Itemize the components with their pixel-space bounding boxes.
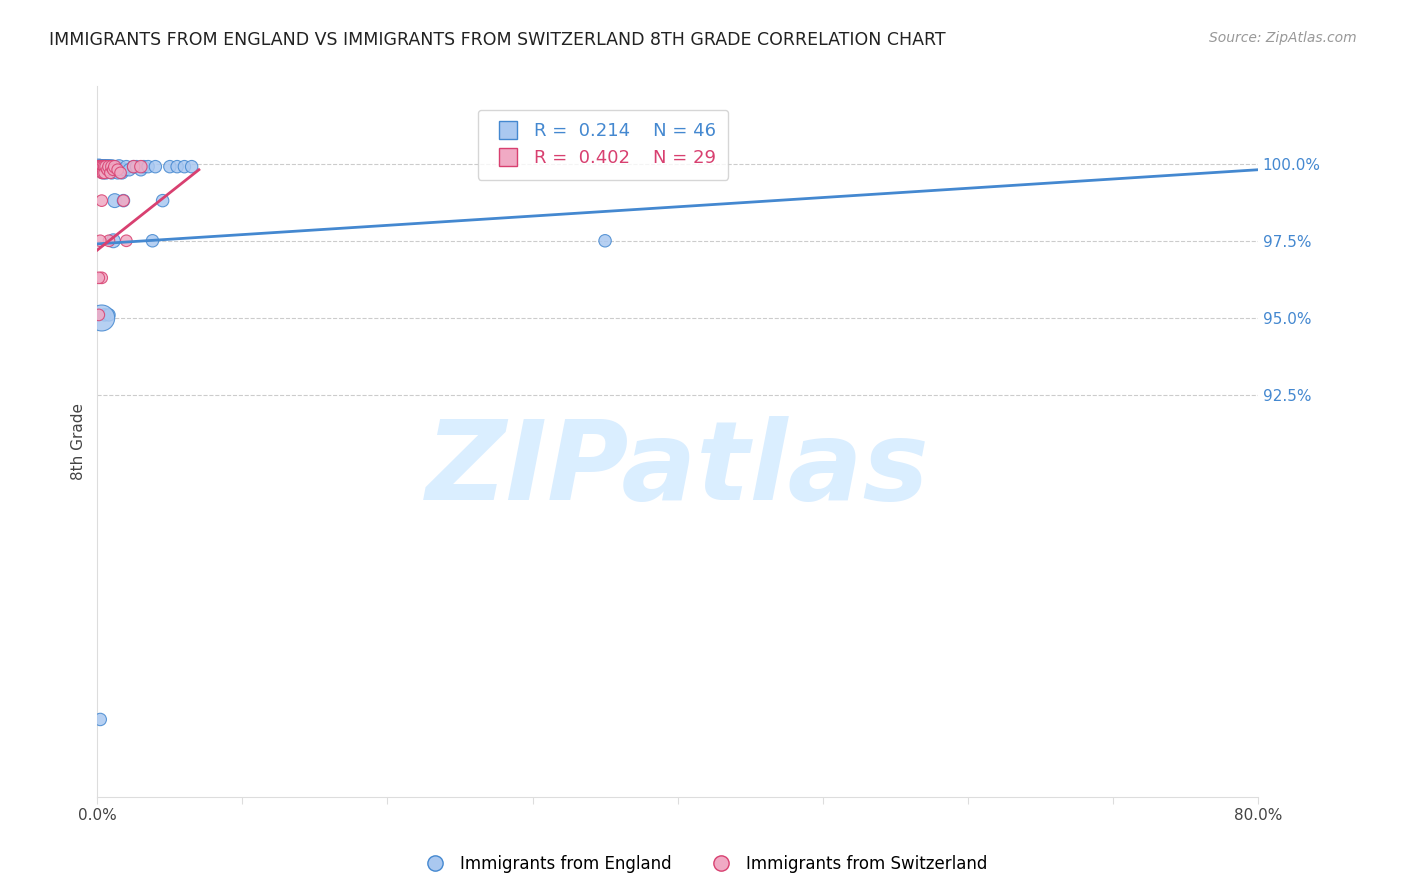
Point xyxy=(89,162,111,177)
Point xyxy=(96,160,118,174)
Point xyxy=(112,194,135,208)
Point xyxy=(107,162,129,177)
Y-axis label: 8th Grade: 8th Grade xyxy=(72,403,86,480)
Point xyxy=(93,166,115,180)
Point xyxy=(90,160,112,174)
Point xyxy=(87,308,110,322)
Point xyxy=(103,234,125,248)
Point xyxy=(111,166,134,180)
Point xyxy=(115,234,138,248)
Point xyxy=(93,160,115,174)
Point xyxy=(110,162,132,177)
Point xyxy=(89,713,111,727)
Point xyxy=(94,160,117,174)
Point xyxy=(173,160,195,174)
Point xyxy=(90,194,112,208)
Point xyxy=(101,160,124,174)
Point xyxy=(87,162,110,177)
Point xyxy=(145,160,167,174)
Point xyxy=(87,160,110,174)
Legend: Immigrants from England, Immigrants from Switzerland: Immigrants from England, Immigrants from… xyxy=(412,848,994,880)
Point xyxy=(166,160,188,174)
Point xyxy=(180,160,202,174)
Point xyxy=(89,162,111,177)
Point xyxy=(100,166,122,180)
Point xyxy=(593,234,616,248)
Point xyxy=(97,160,120,174)
Point xyxy=(110,166,132,180)
Point xyxy=(101,160,124,174)
Text: IMMIGRANTS FROM ENGLAND VS IMMIGRANTS FROM SWITZERLAND 8TH GRADE CORRELATION CHA: IMMIGRANTS FROM ENGLAND VS IMMIGRANTS FR… xyxy=(49,31,946,49)
Point xyxy=(122,160,145,174)
Point xyxy=(114,162,136,177)
Point xyxy=(91,166,114,180)
Point xyxy=(89,234,111,248)
Point xyxy=(87,270,110,285)
Point xyxy=(96,162,118,177)
Point xyxy=(97,234,120,248)
Point xyxy=(90,162,112,177)
Point xyxy=(122,160,145,174)
Point xyxy=(87,162,110,177)
Point xyxy=(118,162,141,177)
Point xyxy=(104,194,127,208)
Point xyxy=(90,160,112,174)
Text: Source: ZipAtlas.com: Source: ZipAtlas.com xyxy=(1209,31,1357,45)
Point xyxy=(87,160,110,174)
Point xyxy=(93,160,115,174)
Point xyxy=(91,166,114,180)
Point xyxy=(132,160,155,174)
Text: ZIPatlas: ZIPatlas xyxy=(426,417,929,524)
Point xyxy=(159,160,181,174)
Point xyxy=(91,160,114,174)
Point xyxy=(89,160,111,174)
Point xyxy=(97,160,120,174)
Point xyxy=(129,160,152,174)
Point xyxy=(108,160,131,174)
Point xyxy=(107,166,129,180)
Point xyxy=(94,160,117,174)
Point xyxy=(90,270,112,285)
Point xyxy=(105,160,128,174)
Point xyxy=(91,160,114,174)
Point xyxy=(103,162,125,177)
Point xyxy=(94,166,117,180)
Point xyxy=(136,160,159,174)
Point xyxy=(115,160,138,174)
Point xyxy=(93,308,115,322)
Point xyxy=(97,308,120,322)
Point xyxy=(129,162,152,177)
Point xyxy=(112,194,135,208)
Point xyxy=(152,194,174,208)
Point xyxy=(125,160,148,174)
Point xyxy=(104,160,127,174)
Point xyxy=(141,234,163,248)
Legend: R =  0.214    N = 46, R =  0.402    N = 29: R = 0.214 N = 46, R = 0.402 N = 29 xyxy=(478,110,728,180)
Point xyxy=(100,162,122,177)
Point xyxy=(90,310,112,325)
Point xyxy=(90,166,112,180)
Point xyxy=(89,160,111,174)
Point xyxy=(96,162,118,177)
Point xyxy=(93,162,115,177)
Point xyxy=(101,166,124,180)
